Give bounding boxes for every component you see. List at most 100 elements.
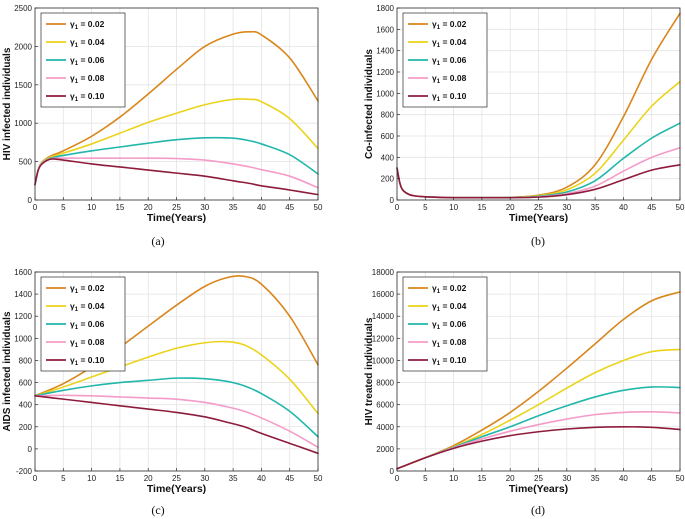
chart-panel-2: 0 5 10 15 20 25 30 35 40 45 50-2000200400600800100…	[2, 268, 323, 517]
y-tick-label: 500	[19, 158, 33, 167]
y-tick-label: 200	[381, 175, 395, 184]
x-tick-label: 15	[115, 203, 124, 212]
x-tick-label: 30	[200, 474, 209, 483]
x-tick-label: 50	[314, 474, 323, 483]
x-tick-label: 50	[676, 474, 685, 483]
x-tick-label: 25	[172, 474, 181, 483]
y-tick-label: 10000	[372, 356, 395, 365]
x-tick-label: 15	[477, 203, 486, 212]
x-tick-label: 35	[591, 474, 600, 483]
legend-entry-0: γ1 = 0.02	[432, 283, 467, 295]
x-tick-label: 25	[534, 474, 543, 483]
x-tick-label: 0	[33, 203, 38, 212]
x-tick-label: 25	[534, 203, 543, 212]
x-tick-label: 15	[115, 474, 124, 483]
y-tick-label: 1000	[14, 334, 32, 343]
x-tick-label: 40	[257, 474, 266, 483]
x-tick-label: 20	[506, 474, 515, 483]
y-tick-label: 2500	[14, 4, 32, 13]
x-tick-label: 10	[449, 203, 458, 212]
x-tick-label: 20	[144, 474, 153, 483]
legend-box	[40, 276, 126, 372]
series-line-4	[396, 425, 681, 470]
y-tick-label: 0	[390, 196, 395, 205]
x-tick-label: 30	[200, 203, 209, 212]
legend: γ1 = 0.02 γ1 = 0.04 γ1 = 0.06 γ1 = 0.08 γ1 =…	[40, 12, 126, 108]
y-tick-label: 400	[19, 401, 33, 410]
y-tick-label: 600	[19, 379, 33, 388]
y-tick-label: 800	[381, 111, 395, 120]
x-tick-label: 15	[477, 474, 486, 483]
y-tick-label: 1800	[376, 4, 394, 13]
y-tick-label: 18000	[372, 268, 395, 277]
legend: γ1 = 0.02 γ1 = 0.04 γ1 = 0.06 γ1 = 0.08 γ1 =…	[402, 12, 488, 108]
y-tick-label: -200	[16, 467, 33, 476]
y-tick-label: 400	[381, 153, 395, 162]
legend-entry-3: γ1 = 0.08	[70, 337, 105, 349]
x-tick-label: 30	[562, 203, 571, 212]
x-axis-label: Time(Years)	[147, 212, 206, 224]
chart-panel-1: 0 5 10 15 20 25 30 35 40 45 50 0 200 400 600 800 1000 120…	[364, 4, 685, 248]
x-tick-label: 20	[506, 203, 515, 212]
y-tick-label: 16000	[372, 290, 395, 299]
x-tick-label: 10	[449, 474, 458, 483]
x-axis-label: Time(Years)	[509, 212, 568, 224]
series-line-4	[34, 158, 319, 196]
x-tick-label: 0	[395, 203, 400, 212]
legend-entry-2: γ1 = 0.06	[70, 319, 105, 331]
panel-label: (a)	[151, 234, 164, 248]
y-tick-label: 1000	[376, 89, 394, 98]
y-tick-label: 0	[390, 467, 395, 476]
legend: γ1 = 0.02 γ1 = 0.04 γ1 = 0.06 γ1 = 0.08 γ1 =…	[40, 276, 126, 372]
legend-entry-2: γ1 = 0.06	[432, 319, 467, 331]
y-tick-label: 1400	[376, 47, 394, 56]
y-axis-label: AIDS infected individuals	[2, 311, 13, 431]
x-tick-label: 25	[172, 203, 181, 212]
x-tick-label: 50	[676, 203, 685, 212]
panel-label: (c)	[151, 503, 164, 517]
y-tick-label: 600	[381, 132, 395, 141]
x-tick-label: 10	[87, 203, 96, 212]
y-tick-label: 1400	[14, 290, 32, 299]
x-tick-label: 35	[591, 203, 600, 212]
x-tick-label: 35	[229, 474, 238, 483]
legend-entry-0: γ1 = 0.02	[432, 19, 467, 31]
x-tick-label: 50	[314, 203, 323, 212]
x-tick-label: 40	[257, 203, 266, 212]
series-line-3	[34, 394, 319, 449]
y-tick-label: 12000	[372, 334, 395, 343]
x-tick-label: 45	[647, 474, 656, 483]
y-tick-label: 2000	[376, 445, 394, 454]
y-tick-label: 8000	[376, 379, 394, 388]
y-tick-label: 1600	[14, 268, 32, 277]
legend-entry-1: γ1 = 0.04	[70, 301, 105, 313]
legend-entry-1: γ1 = 0.04	[432, 37, 467, 49]
y-tick-label: 0	[28, 445, 33, 454]
legend: γ1 = 0.02 γ1 = 0.04 γ1 = 0.06 γ1 = 0.08 γ1 =…	[402, 276, 488, 372]
legend-entry-3: γ1 = 0.08	[70, 73, 105, 85]
legend-entry-1: γ1 = 0.04	[70, 37, 105, 49]
legend-entry-2: γ1 = 0.06	[70, 55, 105, 67]
x-tick-label: 20	[144, 203, 153, 212]
y-axis-label: Co-infected individuals	[364, 49, 375, 159]
x-tick-label: 5	[423, 203, 428, 212]
chart-panel-0: 0 5 10 15 20 25 30 35 40 45 5005001000150020002500…	[2, 4, 323, 248]
x-tick-label: 5	[423, 474, 428, 483]
x-tick-label: 30	[562, 474, 571, 483]
x-axis-label: Time(Years)	[147, 483, 206, 495]
legend-entry-2: γ1 = 0.06	[432, 55, 467, 67]
x-tick-label: 40	[619, 474, 628, 483]
y-tick-label: 14000	[372, 312, 395, 321]
y-tick-label: 4000	[376, 423, 394, 432]
y-tick-label: 1500	[14, 81, 32, 90]
series-line-2	[34, 377, 319, 438]
y-tick-label: 0	[28, 196, 33, 205]
x-tick-label: 0	[395, 474, 400, 483]
x-tick-label: 0	[33, 474, 38, 483]
y-tick-label: 800	[19, 356, 33, 365]
x-tick-label: 35	[229, 203, 238, 212]
x-tick-label: 5	[61, 203, 66, 212]
y-axis-label: HIV treated individuals	[364, 317, 375, 425]
legend-entry-4: γ1 = 0.10	[70, 355, 105, 367]
